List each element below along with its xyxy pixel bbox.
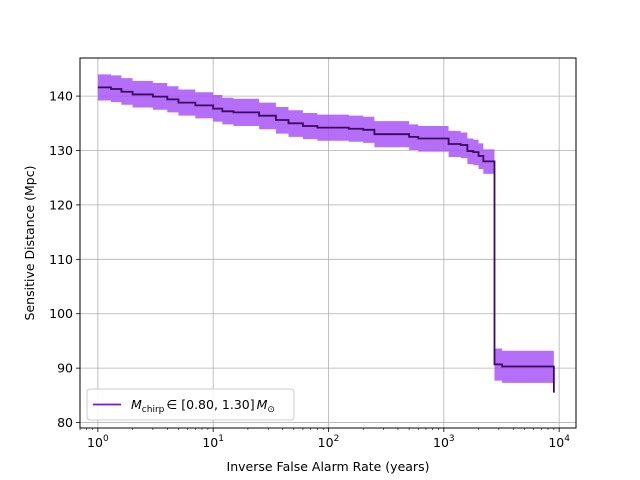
- y-tick-label: 100: [49, 306, 73, 321]
- legend-symbol-subscript: chirp: [142, 405, 165, 415]
- y-tick-label: 80: [57, 415, 73, 430]
- confidence-band-layer: [97, 74, 554, 411]
- legend-end-symbol: M: [257, 397, 268, 412]
- x-tick-label: 102: [318, 434, 340, 450]
- legend-end-subscript: ⊙: [267, 405, 275, 415]
- legend-entry: Mchirp ∈ [0.80, 1.30] M⊙: [131, 397, 275, 415]
- confidence-band: [97, 74, 554, 411]
- x-tick-label: 104: [548, 434, 570, 450]
- legend-middle-text: ∈ [0.80, 1.30]: [166, 397, 254, 412]
- y-tick-label: 130: [49, 143, 73, 158]
- y-tick-label: 110: [49, 252, 73, 267]
- legend: Mchirp ∈ [0.80, 1.30] M⊙: [86, 388, 295, 421]
- y-axis-label: Sensitive Distance (Mpc): [22, 166, 37, 321]
- legend-box: [86, 388, 295, 421]
- plot-area: 100 101 102 103 104 80 90 100 110 120 130 140: [49, 57, 577, 450]
- y-tick-label: 90: [57, 361, 73, 376]
- y-tick-label: 120: [49, 197, 73, 212]
- x-tick-label: 103: [433, 434, 455, 450]
- x-axis-label: Inverse False Alarm Rate (years): [227, 459, 430, 474]
- series-line: [97, 86, 555, 393]
- series-line-layer: [97, 86, 555, 393]
- x-tick-label: 101: [202, 434, 224, 450]
- x-tick-label: 100: [87, 434, 109, 450]
- y-axis-ticks: 80 90 100 110 120 130 140: [49, 89, 80, 430]
- grid: [80, 58, 576, 428]
- legend-symbol: M: [131, 397, 142, 412]
- y-tick-label: 140: [49, 89, 73, 104]
- x-axis-ticks: 100 101 102 103 104: [79, 428, 570, 450]
- axes-frame: [79, 57, 577, 429]
